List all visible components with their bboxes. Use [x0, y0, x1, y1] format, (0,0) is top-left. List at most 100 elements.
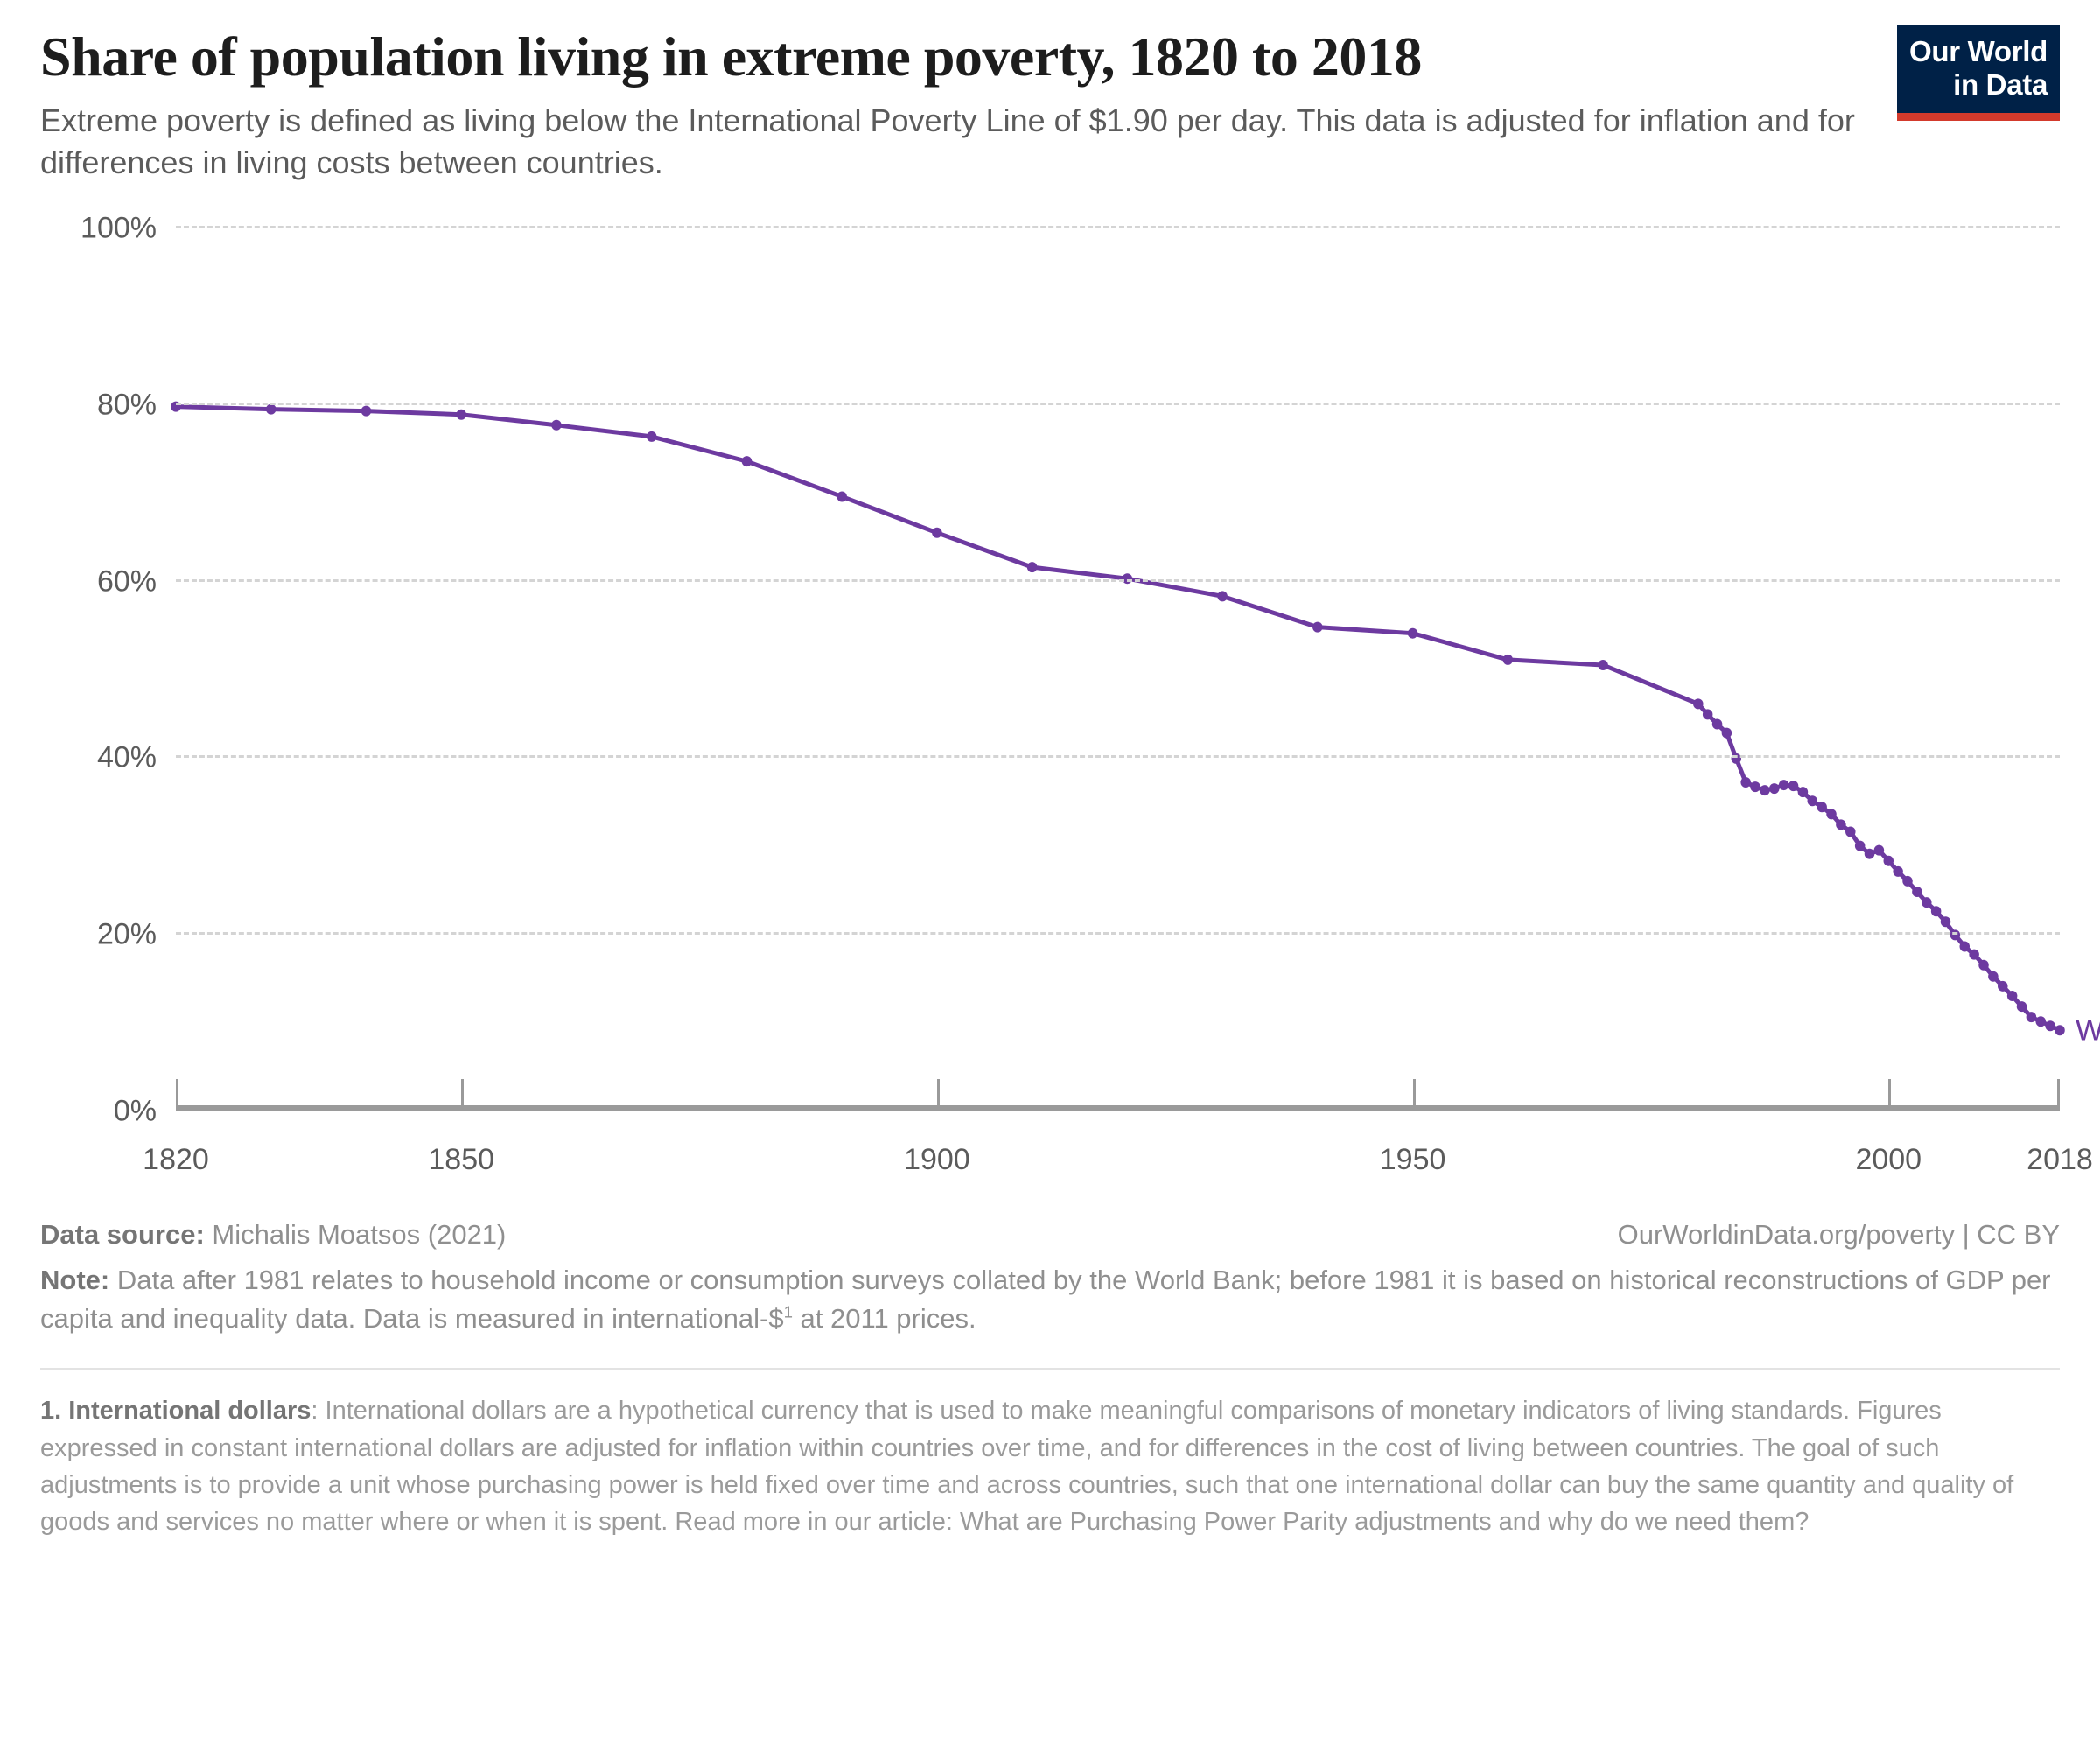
- data-source-label: Data source:: [40, 1219, 205, 1251]
- data-point[interactable]: [836, 491, 847, 502]
- gridline-40: 40%: [97, 741, 2060, 774]
- our-world-in-data-logo[interactable]: Our World in Data: [1897, 25, 2060, 121]
- data-point[interactable]: [1873, 845, 1885, 857]
- data-point[interactable]: [456, 410, 466, 421]
- series-end-label-world[interactable]: World: [2076, 1013, 2100, 1048]
- x-axis-label-2018: 2018: [2026, 1143, 2093, 1177]
- data-point[interactable]: [1750, 781, 1760, 793]
- data-point[interactable]: [2006, 991, 2018, 1002]
- note-text-b: at 2011 prices.: [792, 1303, 976, 1335]
- y-axis-label-40: 40%: [96, 740, 157, 774]
- data-point[interactable]: [1959, 941, 1970, 952]
- axis-right-cap: [2057, 1079, 2060, 1110]
- y-axis-label-60: 60%: [96, 564, 157, 599]
- gridline-100: 100%: [80, 212, 2060, 245]
- data-point[interactable]: [1312, 622, 1323, 634]
- data-point[interactable]: [2054, 1025, 2065, 1036]
- data-point[interactable]: [932, 528, 942, 539]
- data-point[interactable]: [1407, 628, 1418, 640]
- data-point[interactable]: [2035, 1016, 2047, 1027]
- y-axis-label-100: 100%: [80, 211, 157, 245]
- data-point[interactable]: [1845, 826, 1856, 837]
- footnote-international-dollars: 1. International dollars: International …: [40, 1392, 2060, 1539]
- note-label: Note:: [40, 1265, 110, 1296]
- logo-line-2: in Data: [1953, 68, 2048, 102]
- data-point[interactable]: [1712, 718, 1723, 730]
- data-point[interactable]: [1902, 876, 1913, 887]
- data-point[interactable]: [1721, 728, 1732, 739]
- data-point[interactable]: [1797, 787, 1809, 798]
- data-source: Data source: Michalis Moatsos (2021): [40, 1219, 506, 1251]
- data-point[interactable]: [1760, 785, 1770, 796]
- data-point[interactable]: [1702, 709, 1713, 720]
- x-axis-label-1900: 1900: [904, 1143, 970, 1177]
- series-line-world: [176, 407, 2060, 1031]
- data-point[interactable]: [1930, 906, 1942, 917]
- page-title: Share of population living in extreme po…: [40, 25, 1422, 88]
- data-point[interactable]: [2026, 1012, 2037, 1023]
- data-point[interactable]: [1502, 655, 1514, 666]
- data-point[interactable]: [1836, 819, 1846, 830]
- line-series-world: [171, 402, 2065, 1036]
- data-point[interactable]: [1864, 849, 1875, 860]
- logo-box: Our World in Data: [1897, 25, 2060, 113]
- data-point[interactable]: [1816, 802, 1827, 813]
- data-point[interactable]: [1769, 783, 1780, 795]
- data-point[interactable]: [1883, 856, 1894, 867]
- page-subtitle: Extreme poverty is defined as living bel…: [40, 102, 1855, 180]
- y-axis-label-0: 0%: [113, 1094, 157, 1128]
- logo-red-bar: [1897, 112, 2060, 121]
- data-point[interactable]: [265, 404, 276, 416]
- x-axis-tick-1950: [1412, 1079, 1416, 1110]
- data-point[interactable]: [1026, 562, 1038, 573]
- data-point[interactable]: [1598, 660, 1608, 671]
- data-source-value: Michalis Moatsos (2021): [204, 1219, 507, 1251]
- data-point[interactable]: [2016, 1001, 2027, 1013]
- data-point[interactable]: [741, 456, 752, 467]
- x-axis-label-2000: 2000: [1855, 1143, 1922, 1177]
- data-point[interactable]: [646, 431, 657, 443]
- note-text-a: Data after 1981 relates to household inc…: [40, 1265, 2051, 1335]
- sources-row: Data source: Michalis Moatsos (2021) Our…: [40, 1219, 2060, 1251]
- data-point[interactable]: [1854, 841, 1866, 852]
- plot-region: 0% 20% 40% 60% 80% 100% 1820 1850 1900 1950 2000 20…: [80, 212, 2100, 1177]
- data-point[interactable]: [1217, 591, 1228, 602]
- data-point[interactable]: [1912, 887, 1922, 898]
- x-axis-label-1820: 1820: [143, 1143, 209, 1177]
- note-footnote-marker[interactable]: 1: [783, 1303, 793, 1322]
- x-axis-tick-1850: [461, 1079, 465, 1110]
- x-axis-tick-2000: [1888, 1079, 1892, 1110]
- data-point[interactable]: [551, 420, 562, 431]
- data-point[interactable]: [1978, 960, 1989, 971]
- footer-divider: [40, 1368, 2060, 1370]
- data-point[interactable]: [1826, 809, 1837, 820]
- gridline-80: 80%: [97, 389, 2060, 422]
- x-axis-label-1850: 1850: [428, 1143, 495, 1177]
- y-axis-label-20: 20%: [96, 917, 157, 951]
- data-point[interactable]: [1988, 971, 1998, 983]
- data-point[interactable]: [1893, 866, 1903, 878]
- data-point[interactable]: [1788, 781, 1799, 792]
- y-axis-label-80: 80%: [96, 388, 157, 422]
- attribution-link[interactable]: OurWorldinData.org/poverty | CC BY: [1617, 1219, 2060, 1251]
- data-point[interactable]: [1998, 981, 2008, 992]
- data-point[interactable]: [1740, 777, 1751, 788]
- footnote-label: 1. International dollars: [40, 1397, 312, 1426]
- logo-line-1: Our World: [1909, 35, 2048, 67]
- data-point[interactable]: [1778, 780, 1789, 791]
- data-point[interactable]: [2045, 1020, 2055, 1032]
- chart-header: Share of population living in extreme po…: [40, 0, 2060, 183]
- axis-left-cap: [176, 1079, 178, 1110]
- data-point[interactable]: [1922, 897, 1932, 908]
- data-point[interactable]: [1940, 916, 1951, 928]
- data-point[interactable]: [1693, 698, 1704, 710]
- gridline-60: 60%: [97, 564, 2060, 598]
- data-point[interactable]: [360, 406, 372, 417]
- x-axis-line: [176, 1105, 2060, 1110]
- x-axis-label-1950: 1950: [1379, 1143, 1446, 1177]
- data-point[interactable]: [1807, 795, 1818, 807]
- data-point[interactable]: [1969, 950, 1979, 961]
- gridline-0: 0%: [114, 1095, 2060, 1128]
- gridline-20: 20%: [97, 917, 2060, 950]
